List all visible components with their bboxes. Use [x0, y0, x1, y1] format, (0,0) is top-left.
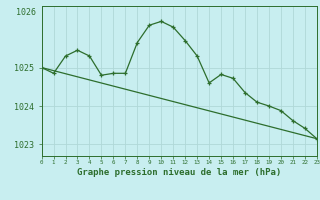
Text: 1026: 1026: [16, 8, 36, 17]
X-axis label: Graphe pression niveau de la mer (hPa): Graphe pression niveau de la mer (hPa): [77, 168, 281, 177]
